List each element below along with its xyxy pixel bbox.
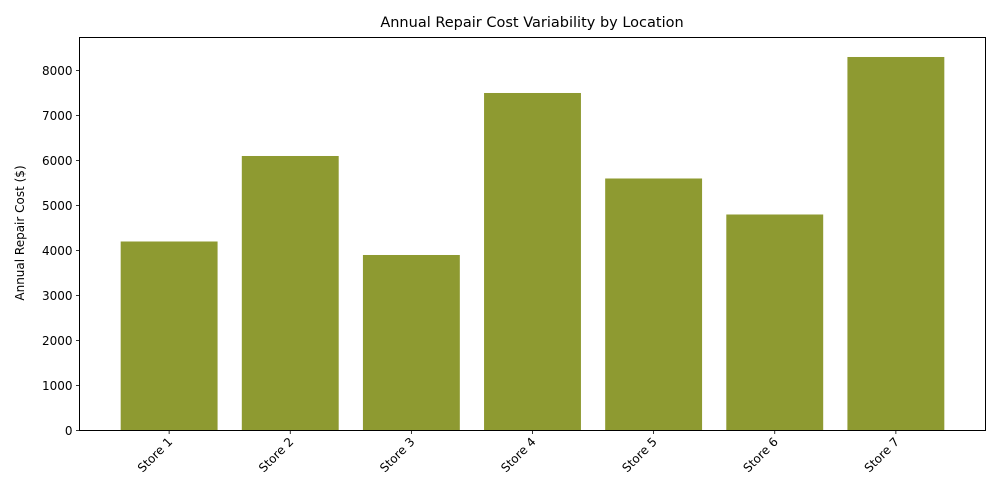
y-tick-label: 1000 [42, 379, 73, 393]
y-tick-label: 7000 [42, 109, 73, 123]
y-tick-label: 0 [65, 424, 73, 438]
bar-store-1 [120, 241, 218, 431]
y-axis-label: Annual Repair Cost ($) [13, 165, 27, 300]
x-tick-label: Store 6 [740, 435, 780, 475]
bar-store-5 [605, 178, 703, 431]
y-axis-ticks: 0 1000 2000 3000 4000 5000 6000 7000 8000 [42, 64, 80, 438]
bar-store-3 [362, 254, 460, 431]
x-tick-label: Store 2 [256, 435, 296, 475]
x-tick-label: Store 3 [377, 435, 417, 475]
y-tick-label: 4000 [42, 244, 73, 258]
bar-store-2 [241, 155, 339, 431]
y-tick-label: 2000 [42, 334, 73, 348]
y-tick-label: 6000 [42, 154, 73, 168]
bar-store-6 [726, 214, 824, 431]
x-tick-label: Store 7 [862, 435, 902, 475]
plot-frame [79, 37, 986, 431]
x-tick-label: Store 4 [498, 435, 538, 475]
x-tick-label: Store 5 [619, 435, 659, 475]
y-tick-label: 5000 [42, 199, 73, 213]
y-tick-label: 3000 [42, 289, 73, 303]
bar-store-4 [484, 92, 581, 431]
chart-title: Annual Repair Cost Variability by Locati… [380, 15, 683, 31]
bar-store-7 [847, 56, 945, 431]
x-axis-ticks: Store 1 Store 2 Store 3 Store 4 Store 5 Store… [135, 430, 902, 475]
bars-group [120, 56, 945, 431]
x-tick-label: Store 1 [135, 435, 175, 475]
y-tick-label: 8000 [42, 64, 73, 78]
